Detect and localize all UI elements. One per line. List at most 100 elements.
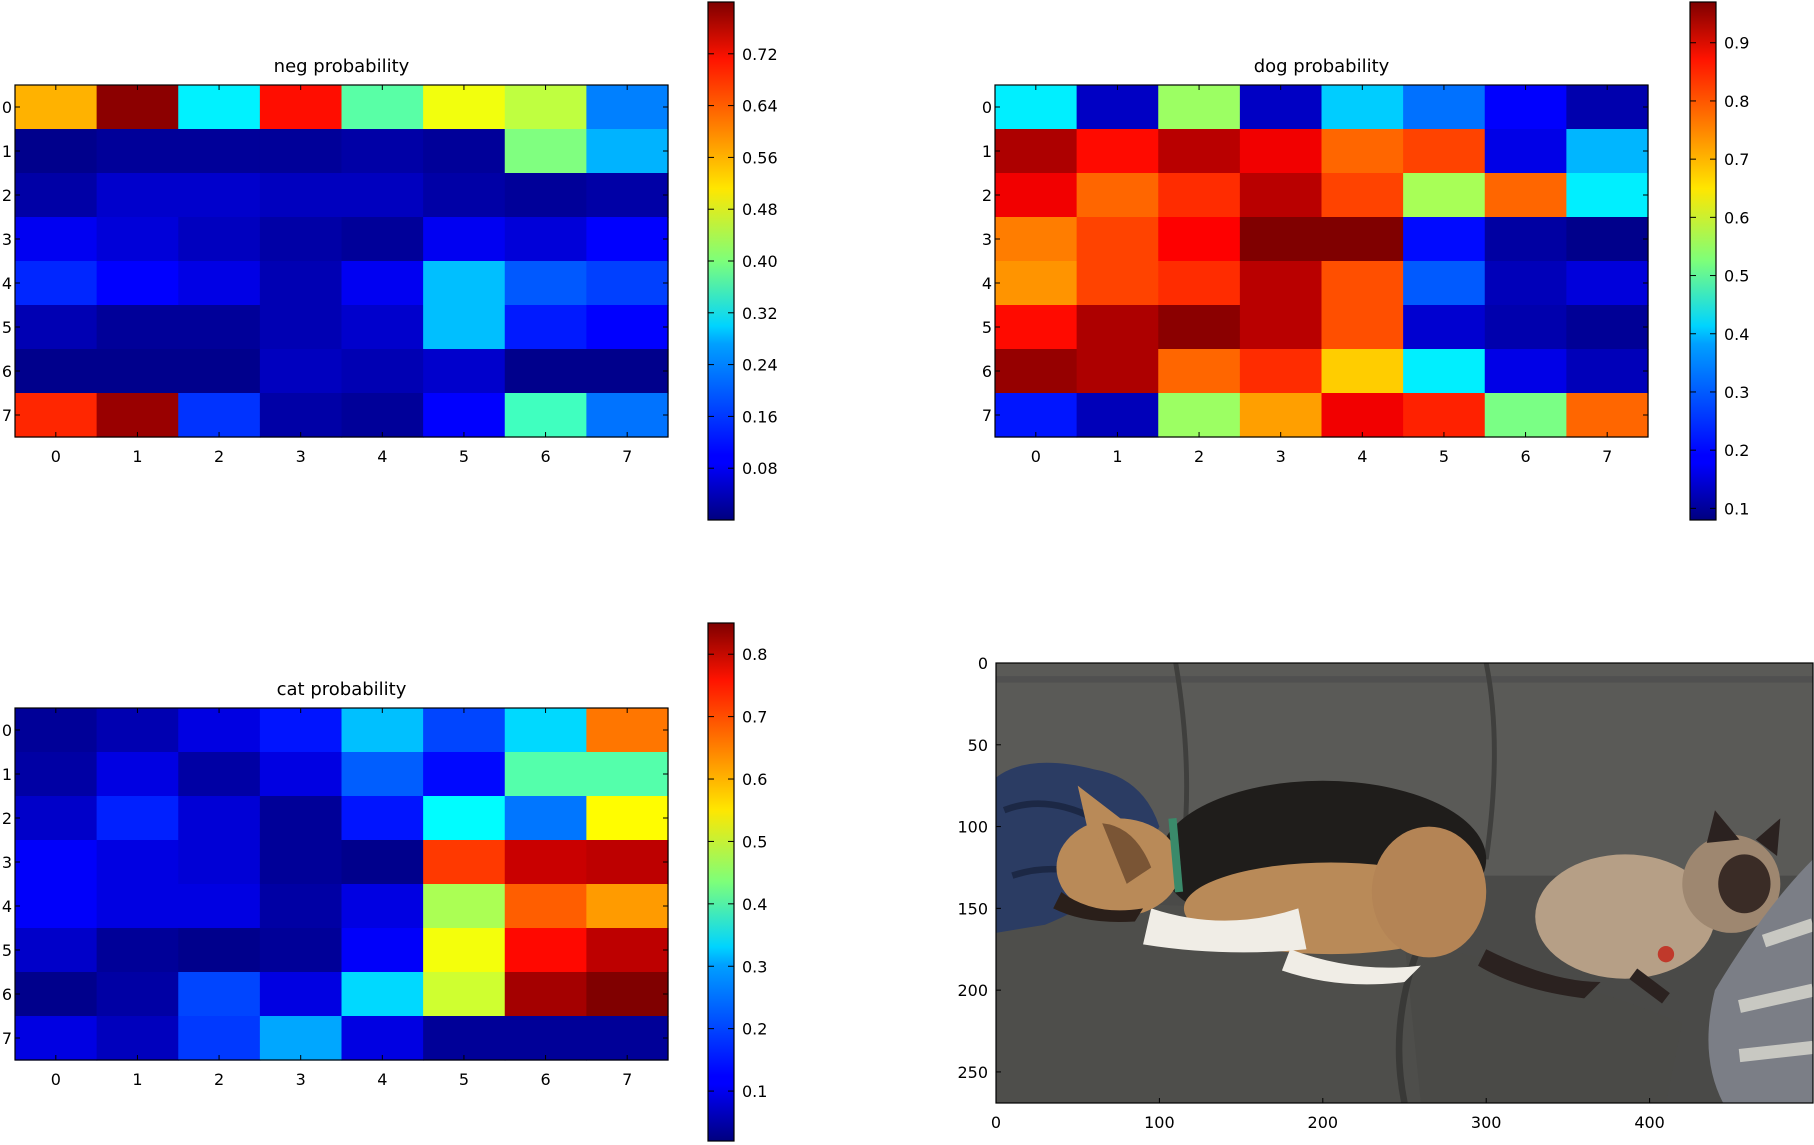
dog-colorbar-tick-label-0.8: 0.8 (1724, 92, 1749, 111)
cat-cell-r1-c3 (259, 752, 343, 797)
cat-probability-heatmap-panel: cat probability 0 1 2 3 4 5 6 7 0 1 2 3 4 5 6 7 0.1 0.2 0.3… (2, 622, 767, 1142)
cat-cell-r7-c2 (178, 1016, 261, 1061)
dog-cell-r2-c7 (1566, 173, 1649, 218)
neg-probability-heatmap-panel: neg probability 0 1 2 3 4 5 6 7 0 1 2 3 4 5 6 7 0.08 0.16 0… (2, 1, 778, 521)
cat-cell-r2-c6 (504, 796, 587, 841)
cat-cell-r2-c7 (586, 796, 669, 841)
cat-cell-r1-c1 (96, 752, 179, 797)
cat-colorbar-tick-label-0.4: 0.4 (742, 895, 767, 914)
neg-colorbar-tick-label-0.08: 0.08 (742, 459, 778, 478)
photo-x-tick-label-100: 100 (1144, 1113, 1175, 1132)
cat-cell-r6-c4 (341, 972, 424, 1017)
dog-cell-r1-c3 (1239, 129, 1323, 174)
neg-cell-r2-c1 (96, 173, 179, 218)
neg-colorbar-tick-label-0.56: 0.56 (742, 148, 778, 167)
dog-cell-r3-c2 (1158, 217, 1241, 262)
cat-cell-r1-c0 (15, 752, 98, 797)
dog-cell-r7-c3 (1239, 393, 1323, 438)
neg-cell-r7-c5 (423, 393, 506, 438)
dog-axes-frame (994, 84, 1649, 438)
neg-y-tick-label-1: 1 (2, 142, 12, 161)
cat-cell-r6-c5 (423, 972, 506, 1017)
cat-cell-r4-c7 (586, 884, 669, 929)
dog-cell-r0-c5 (1403, 85, 1486, 130)
neg-axes-frame (14, 84, 669, 438)
dog-colorbar-tick-label-0.2: 0.2 (1724, 441, 1749, 460)
neg-y-tick-label-7: 7 (2, 406, 12, 425)
dog-colorbar-tick-label-0.5: 0.5 (1724, 267, 1749, 286)
neg-cell-r6-c1 (96, 349, 179, 394)
dog-cell-r0-c1 (1076, 85, 1159, 130)
dog-colorbar-tick-label-0.9: 0.9 (1724, 34, 1749, 53)
dog-cell-r2-c0 (995, 173, 1078, 218)
neg-cell-r6-c4 (341, 349, 424, 394)
dog-cell-r3-c7 (1566, 217, 1649, 262)
neg-cell-r6-c2 (178, 349, 261, 394)
dog-cell-r5-c7 (1566, 305, 1649, 350)
neg-y-tick-label-0: 0 (2, 98, 12, 117)
dog-cell-r2-c3 (1239, 173, 1323, 218)
cat-cell-r0-c0 (15, 708, 98, 753)
cat-x-tick-label-0: 0 (51, 1070, 61, 1089)
dog-colorbar (1689, 1, 1717, 521)
cat-cell-r7-c4 (341, 1016, 424, 1061)
neg-cell-r6-c0 (15, 349, 98, 394)
neg-cell-r1-c5 (423, 129, 506, 174)
neg-cell-r3-c7 (586, 217, 669, 262)
neg-cell-r7-c2 (178, 393, 261, 438)
dog-cell-r3-c3 (1239, 217, 1323, 262)
cat-cell-r1-c2 (178, 752, 261, 797)
cat-cell-r4-c0 (15, 884, 98, 929)
cat-cell-r0-c5 (423, 708, 506, 753)
neg-x-tick-label-2: 2 (214, 447, 224, 466)
cat-colorbar (707, 622, 735, 1142)
dog-cell-r4-c7 (1566, 261, 1649, 306)
neg-cell-r1-c0 (15, 129, 98, 174)
cat-x-tick-label-7: 7 (622, 1070, 632, 1089)
neg-colorbar-tick-label-0.4: 0.40 (742, 252, 778, 271)
cat-cell-r2-c3 (259, 796, 343, 841)
photo-x-tick-label-0: 0 (991, 1113, 1001, 1132)
cat-x-tick-label-3: 3 (296, 1070, 306, 1089)
neg-cell-r3-c6 (504, 217, 587, 262)
photo-x-tick-label-300: 300 (1471, 1113, 1502, 1132)
dog-cell-r6-c3 (1239, 349, 1323, 394)
cat-cell-r2-c2 (178, 796, 261, 841)
neg-cell-r0-c1 (96, 85, 179, 130)
cat-x-tick-label-4: 4 (377, 1070, 387, 1089)
neg-cell-r5-c6 (504, 305, 587, 350)
cat-cell-r3-c5 (423, 840, 506, 885)
dog-cell-r6-c1 (1076, 349, 1159, 394)
cat-cell-r2-c5 (423, 796, 506, 841)
photo-panel: 0 100 200 300 400 0 50 100 150 200 250 (957, 654, 1814, 1132)
dog-y-tick-label-3: 3 (982, 230, 992, 249)
neg-cell-r3-c0 (15, 217, 98, 262)
neg-cell-r4-c5 (423, 261, 506, 306)
cat-cell-r0-c1 (96, 708, 179, 753)
neg-cell-r2-c7 (586, 173, 669, 218)
cat-x-tick-label-2: 2 (214, 1070, 224, 1089)
dog-cell-r3-c4 (1321, 217, 1404, 262)
neg-cell-r7-c0 (15, 393, 98, 438)
neg-cell-r6-c3 (259, 349, 343, 394)
neg-chart-title: neg probability (274, 56, 410, 77)
dog-cell-r6-c2 (1158, 349, 1241, 394)
neg-colorbar-tick-label-0.24: 0.24 (742, 356, 778, 375)
dog-cell-r4-c0 (995, 261, 1078, 306)
cat-cell-r7-c0 (15, 1016, 98, 1061)
cat-cell-r4-c2 (178, 884, 261, 929)
dog-cell-r2-c6 (1484, 173, 1567, 218)
cat-cell-r4-c6 (504, 884, 587, 929)
cat-colorbar-tick-label-0.3: 0.3 (742, 957, 767, 976)
neg-cell-r0-c0 (15, 85, 98, 130)
neg-colorbar-tick-label-0.72: 0.72 (742, 45, 778, 64)
neg-cell-r5-c1 (96, 305, 179, 350)
neg-x-tick-label-7: 7 (622, 447, 632, 466)
neg-y-tick-label-3: 3 (2, 230, 12, 249)
neg-y-tick-label-4: 4 (2, 274, 12, 293)
cat-cell-r5-c5 (423, 928, 506, 973)
dog-cell-r6-c0 (995, 349, 1078, 394)
neg-cell-r5-c3 (259, 305, 343, 350)
dog-cell-r1-c0 (995, 129, 1078, 174)
dog-cell-r5-c1 (1076, 305, 1159, 350)
